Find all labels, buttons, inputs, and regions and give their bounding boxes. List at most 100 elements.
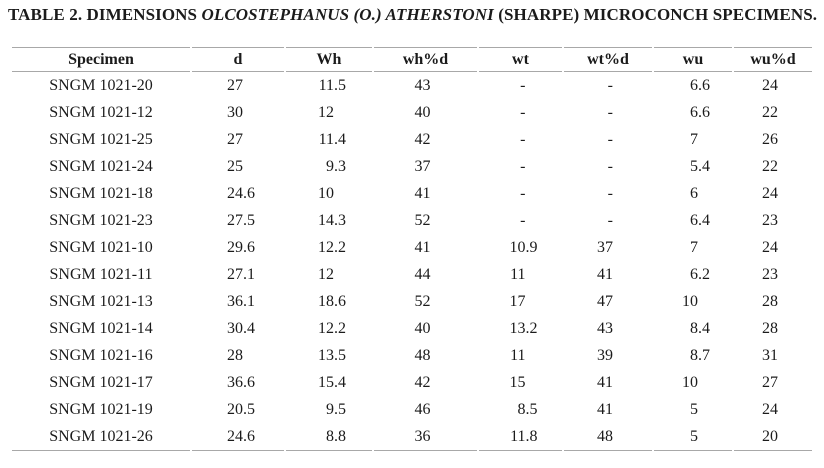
col-header-wh-pct-d: wh%d [374, 47, 477, 72]
cell-wh-pct-d: 41 [414, 238, 431, 256]
cell-wt-pct-d: 39 [597, 346, 613, 364]
cell-wt-pct-d: 41 [597, 373, 613, 391]
table-caption: TABLE 2. DIMENSIONS OLCOSTEPHANUS (O.) A… [8, 5, 817, 25]
header-row: Specimen d Wh wh%d wt wt%d wu wu%d [12, 47, 812, 72]
cell-wh-pct-d: 43 [414, 76, 431, 94]
caption-suffix: (SHARPE) MICROCONCH SPECIMENS. [493, 5, 818, 24]
cell-wh-pct-d: 42 [414, 130, 431, 148]
col-header-wh: Wh [286, 47, 372, 72]
cell-d: 20.5 [227, 400, 255, 418]
cell-wt: - [520, 103, 526, 121]
cell-wh-pct-d: 41 [414, 184, 431, 202]
cell-wh-pct-d: 42 [414, 373, 431, 391]
cell-wu: 10 [682, 292, 698, 310]
cell-wt-pct-d: - [607, 211, 613, 229]
cell-wu: 7 [690, 238, 698, 256]
cell-wt: 8.5 [517, 400, 538, 418]
cell-wt-pct-d: 41 [597, 265, 613, 283]
cell-wh: 10 [318, 184, 334, 202]
cell-wu-pct-d: 28 [762, 319, 778, 337]
cell-wu-pct-d: 26 [762, 130, 778, 148]
cell-wt-pct-d: 43 [597, 319, 613, 337]
cell-wu: 6.4 [690, 211, 710, 229]
cell-specimen: SNGM 1021-26 [12, 423, 190, 451]
cell-wt-pct-d: - [607, 184, 613, 202]
cell-wh: 15.4 [318, 373, 346, 391]
cell-specimen: SNGM 1021-19 [49, 400, 153, 418]
cell-wu-pct-d: 23 [762, 265, 778, 283]
cell-wh: 8.8 [286, 423, 372, 451]
cell-wu-pct-d: 20 [734, 423, 812, 451]
cell-d: 27.5 [227, 211, 255, 229]
cell-wu: 6.2 [690, 265, 710, 283]
cell-wu: 8.4 [690, 319, 710, 337]
cell-wu-pct-d: 22 [762, 157, 778, 175]
cell-wh-pct-d: 40 [414, 319, 431, 337]
cell-wu-pct-d: 24 [762, 76, 778, 94]
cell-wt: - [520, 130, 526, 148]
cell-specimen: SNGM 1021-23 [49, 211, 153, 229]
cell-specimen: SNGM 1021-10 [49, 238, 153, 256]
caption-species-name: OLCOSTEPHANUS (O.) ATHERSTONI [201, 5, 494, 24]
table-row: SNGM 1021-25 27 11.4 42 - - 7 26 [12, 126, 812, 153]
cell-d: 29.6 [227, 238, 255, 256]
table-header: Specimen d Wh wh%d wt wt%d wu wu%d [12, 47, 812, 72]
cell-wt-pct-d: - [607, 76, 613, 94]
cell-wt: - [520, 184, 526, 202]
table-row: SNGM 1021-11 27.1 12 44 11 41 6.2 23 [12, 261, 812, 288]
cell-d: 30 [227, 103, 243, 121]
col-header-wt-pct-d: wt%d [564, 47, 652, 72]
cell-d: 36.1 [227, 292, 255, 310]
cell-wh: 9.5 [326, 400, 346, 418]
cell-d: 27.1 [227, 265, 255, 283]
cell-specimen: SNGM 1021-14 [49, 319, 153, 337]
cell-wt-pct-d: 37 [597, 238, 613, 256]
cell-wu: 6 [690, 184, 698, 202]
cell-d: 28 [227, 346, 243, 364]
cell-wt: 13.2 [509, 319, 538, 337]
cell-wt: 11 [510, 265, 526, 283]
cell-specimen: SNGM 1021-18 [49, 184, 153, 202]
cell-wu-pct-d: 27 [762, 373, 778, 391]
cell-d: 25 [227, 157, 243, 175]
table-row: SNGM 1021-26 24.6 8.8 36 11.8 48 5 20 [12, 423, 812, 451]
table-body: SNGM 1021-20 27 11.5 43 - - 6.6 24 SNGM … [12, 72, 812, 451]
table-row: SNGM 1021-19 20.5 9.5 46 8.5 41 5 24 [12, 396, 812, 423]
cell-wt-pct-d: 48 [564, 423, 652, 451]
cell-wu: 8.7 [690, 346, 710, 364]
table-row: SNGM 1021-24 25 9.3 37 - - 5.4 22 [12, 153, 812, 180]
table-row: SNGM 1021-13 36.1 18.6 52 17 47 10 28 [12, 288, 812, 315]
cell-wt-pct-d: 47 [597, 292, 613, 310]
cell-wh: 18.6 [318, 292, 346, 310]
cell-d: 27 [227, 76, 243, 94]
cell-d: 30.4 [227, 319, 255, 337]
cell-wt: 11 [510, 346, 526, 364]
cell-wh-pct-d: 52 [414, 211, 431, 229]
specimen-dimensions-table: Specimen d Wh wh%d wt wt%d wu wu%d SNGM … [10, 47, 814, 451]
cell-wt: - [520, 76, 526, 94]
cell-wt-pct-d: 41 [597, 400, 613, 418]
cell-wh-pct-d: 37 [414, 157, 431, 175]
table-row: SNGM 1021-18 24.6 10 41 - - 6 24 [12, 180, 812, 207]
cell-specimen: SNGM 1021-12 [49, 103, 153, 121]
cell-wu-pct-d: 28 [762, 292, 778, 310]
cell-wu: 5 [654, 423, 732, 451]
cell-specimen: SNGM 1021-24 [49, 157, 153, 175]
cell-d: 27 [227, 130, 243, 148]
col-header-d: d [192, 47, 284, 72]
cell-wh: 12 [318, 265, 334, 283]
cell-wh-pct-d: 48 [414, 346, 431, 364]
cell-specimen: SNGM 1021-13 [49, 292, 153, 310]
table-row: SNGM 1021-14 30.4 12.2 40 13.2 43 8.4 28 [12, 315, 812, 342]
cell-wu-pct-d: 24 [762, 400, 778, 418]
table-row: SNGM 1021-16 28 13.5 48 11 39 8.7 31 [12, 342, 812, 369]
table-row: SNGM 1021-23 27.5 14.3 52 - - 6.4 23 [12, 207, 812, 234]
col-header-wu-pct-d: wu%d [734, 47, 812, 72]
cell-wu-pct-d: 24 [762, 184, 778, 202]
cell-wh-pct-d: 36 [374, 423, 477, 451]
cell-wu: 7 [690, 130, 698, 148]
cell-specimen: SNGM 1021-25 [49, 130, 153, 148]
cell-wu-pct-d: 22 [762, 103, 778, 121]
cell-wt-pct-d: - [607, 103, 613, 121]
cell-specimen: SNGM 1021-11 [49, 265, 153, 283]
